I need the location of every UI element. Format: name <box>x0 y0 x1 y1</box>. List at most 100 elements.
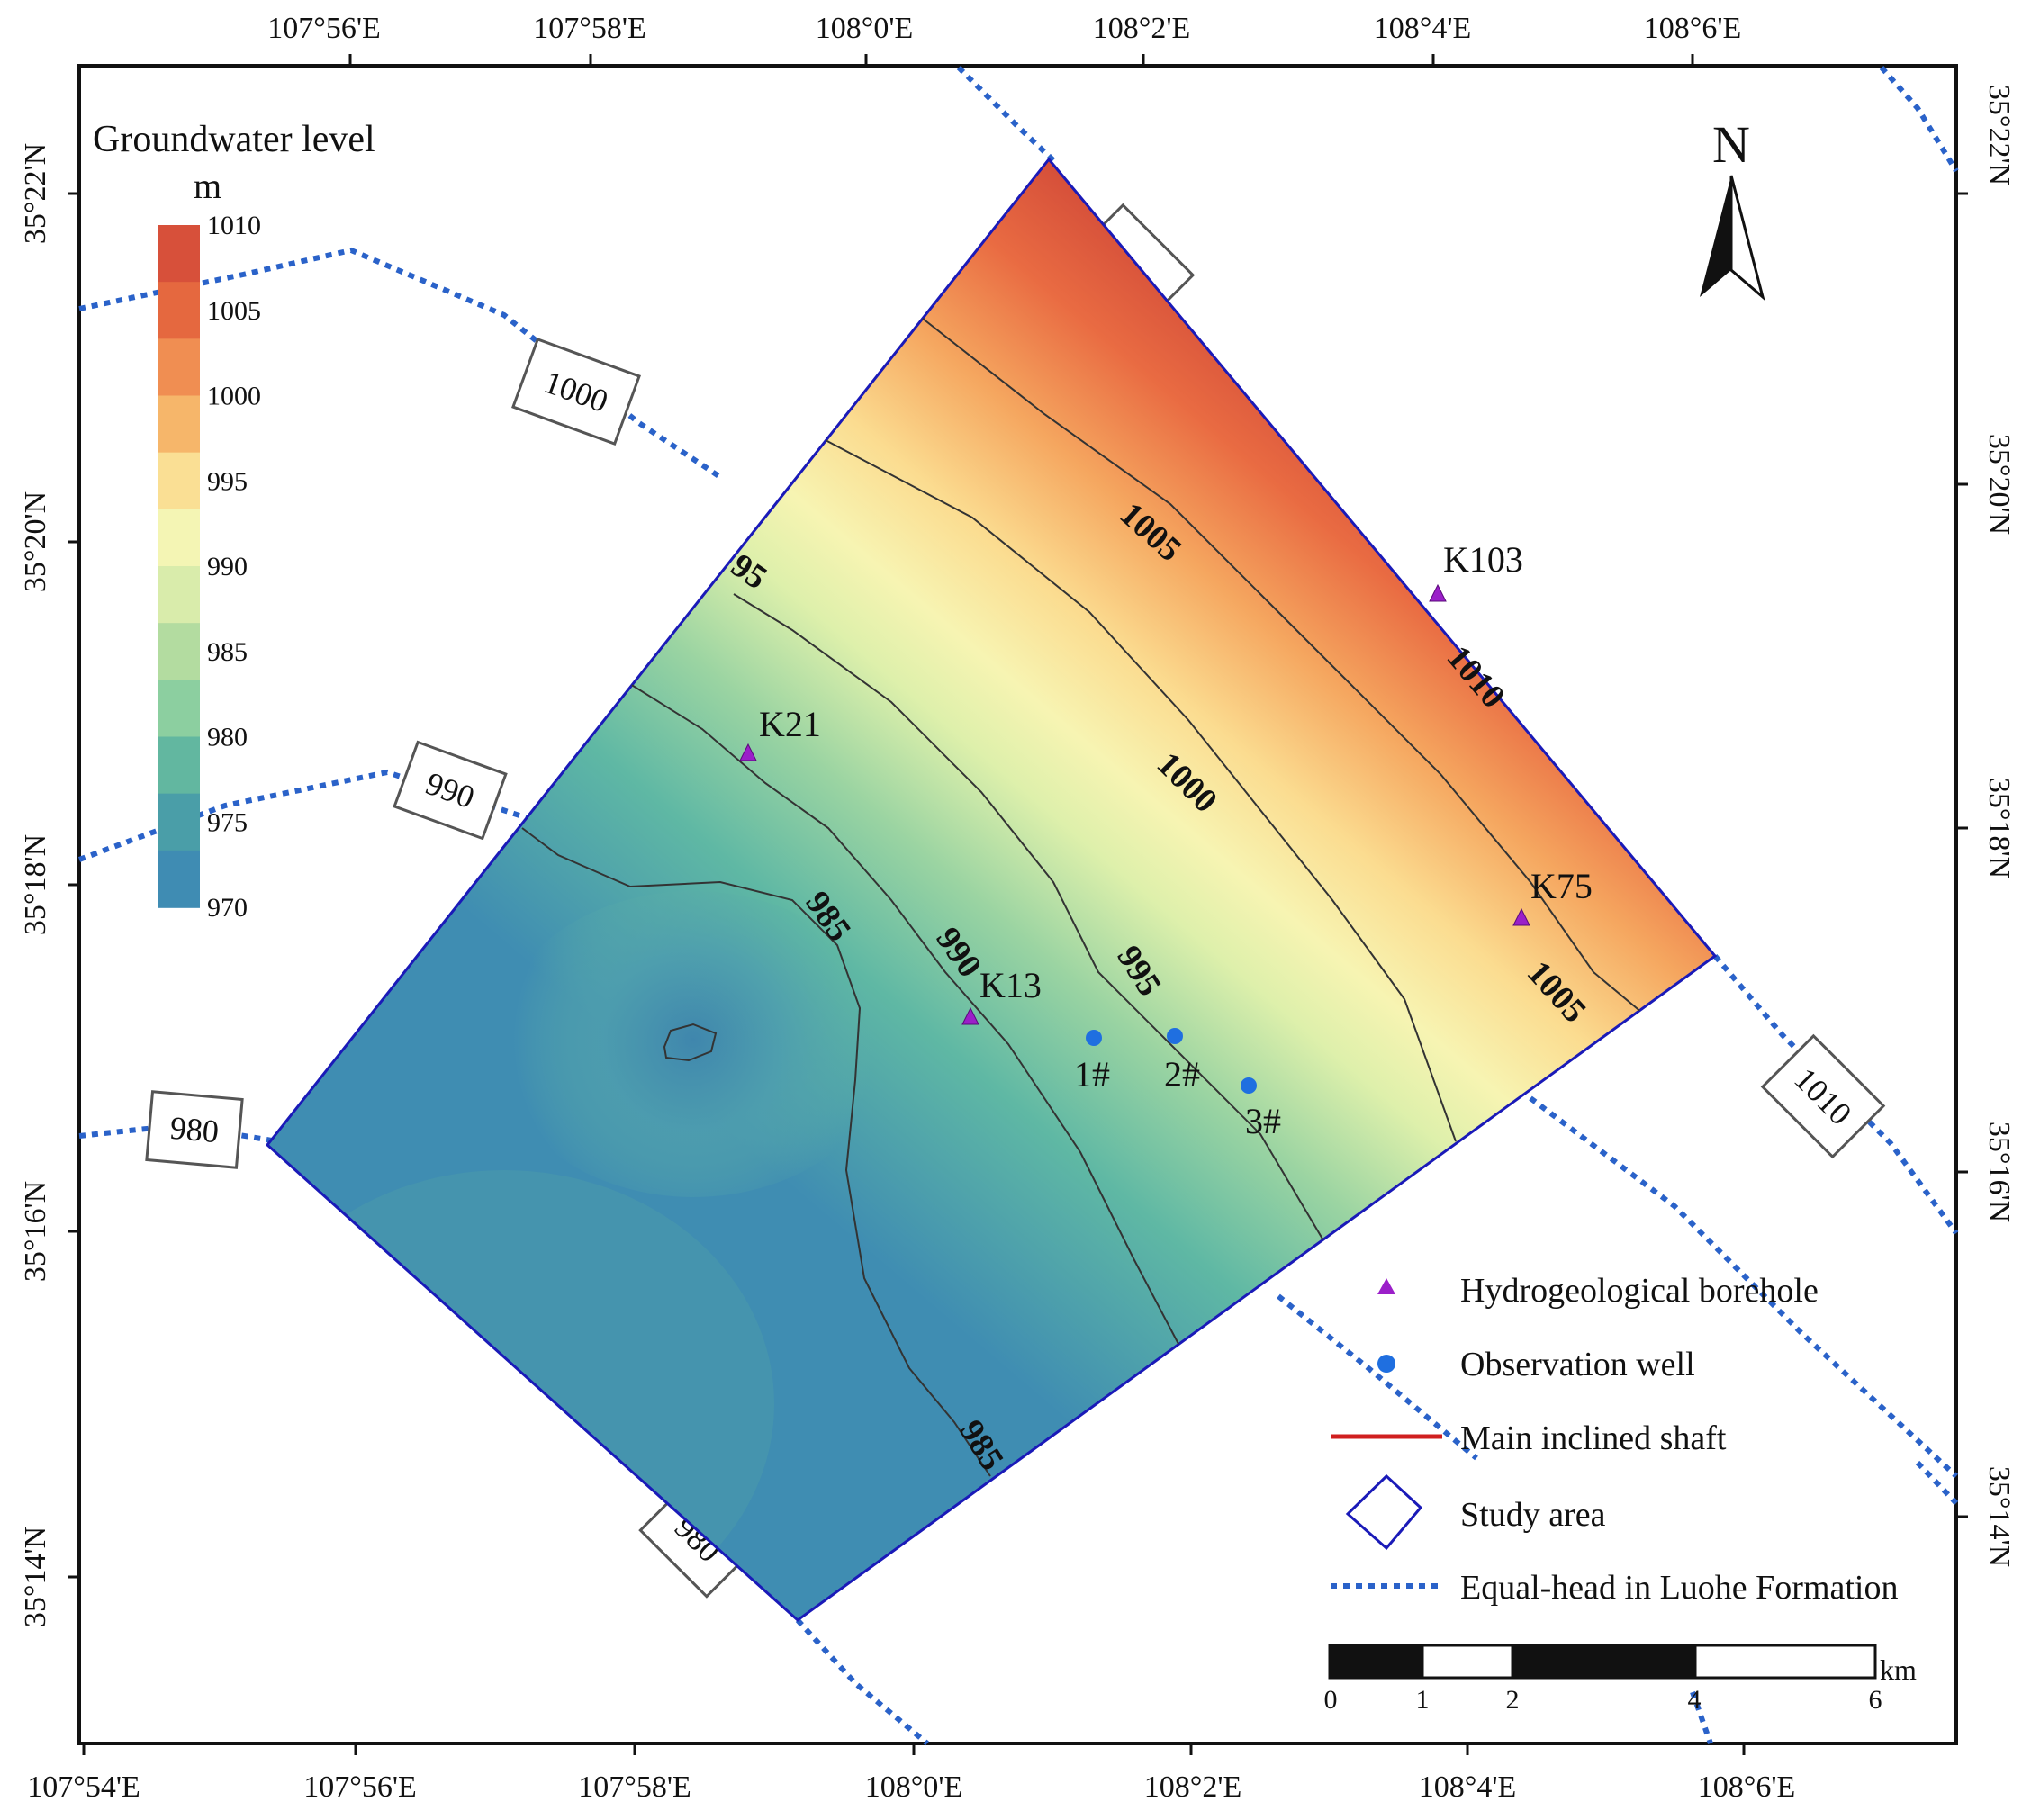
colorbar-swatch <box>158 395 200 454</box>
scale-tick: 0 <box>1324 1685 1338 1715</box>
lat-label: 35°20'N <box>19 491 52 592</box>
lon-label: 108°6'E <box>1698 1770 1796 1804</box>
regional-head-labels: 1000 990 980 980 1010 <box>145 203 1886 1599</box>
observation-well-1: 1# <box>1074 1030 1110 1095</box>
lat-label: 35°14'N <box>19 1527 52 1627</box>
colorbar-swatch <box>158 509 200 567</box>
legend-shaft-label: Main inclined shaft <box>1460 1419 1727 1457</box>
lon-label: 108°6'E <box>1644 12 1742 45</box>
colorbar-legend: Groundwater level m 1010 1005 1000 995 990 98… <box>93 119 375 923</box>
colorbar-tick-label: 980 <box>207 723 248 752</box>
scale-tick: 2 <box>1506 1685 1520 1715</box>
borehole-label: K13 <box>979 965 1042 1005</box>
borehole-label: K103 <box>1443 539 1523 580</box>
observation-well-3: 3# <box>1241 1077 1281 1141</box>
scale-tick: 6 <box>1869 1685 1882 1715</box>
lon-label: 107°56'E <box>267 12 381 45</box>
observation-wells: 1# 2# 3# <box>1074 1028 1281 1141</box>
legend-borehole-label: Hydrogeological borehole <box>1460 1272 1819 1310</box>
axis-tick-marks <box>68 54 1968 1755</box>
scale-bar: km 0 1 2 4 6 <box>1324 1644 1917 1715</box>
lon-label: 107°58'E <box>578 1770 691 1804</box>
legend-item-equal-head: Equal-head in Luohe Formation <box>1331 1569 1899 1607</box>
borehole-k103: K103 <box>1429 539 1523 602</box>
lat-label: 35°22'N <box>19 143 52 244</box>
lon-label: 108°2'E <box>1093 12 1191 45</box>
scale-tick: 4 <box>1688 1685 1702 1715</box>
lat-label: 35°18'N <box>19 834 52 935</box>
scale-unit: km <box>1880 1653 1917 1686</box>
colorbar-tick-label: 1000 <box>207 382 261 411</box>
borehole-k21: K21 <box>739 704 821 761</box>
legend-title: Groundwater level <box>93 119 375 160</box>
map-legend: Hydrogeological borehole Observation wel… <box>1331 1272 1899 1607</box>
colorbar-swatch <box>158 282 200 340</box>
legend-item-shaft: Main inclined shaft <box>1331 1419 1727 1457</box>
lon-label: 108°4'E <box>1419 1770 1517 1804</box>
regional-head-label: 980 <box>145 1090 244 1169</box>
borehole-k75: K75 <box>1512 866 1593 926</box>
lon-label: 108°2'E <box>1144 1770 1242 1804</box>
lon-label: 108°4'E <box>1374 12 1472 45</box>
colorbar-swatch <box>158 623 200 681</box>
lat-label: 35°14'N <box>1982 1466 2016 1567</box>
left-lat-labels: 35°22'N 35°20'N 35°18'N 35°16'N 35°14'N <box>19 143 52 1627</box>
well-label: 2# <box>1164 1054 1200 1095</box>
top-lon-labels: 107°56'E 107°58'E 108°0'E 108°2'E 108°4'… <box>267 12 1741 45</box>
boreholes: K103 K21 K13 K75 <box>739 539 1593 1025</box>
colorbar-swatch <box>158 736 200 795</box>
colorbar-swatch <box>158 850 200 908</box>
colorbar-swatch <box>158 566 200 624</box>
regional-head-label: 1010 <box>1760 1033 1886 1159</box>
lat-label: 35°18'N <box>1982 778 2016 878</box>
colorbar <box>158 225 200 908</box>
lon-label: 108°0'E <box>865 1770 963 1804</box>
map-frame <box>77 64 1958 1745</box>
well-label: 1# <box>1074 1054 1110 1095</box>
borehole-k13: K13 <box>961 965 1042 1025</box>
colorbar-swatch <box>158 680 200 738</box>
colorbar-swatch <box>158 452 200 510</box>
legend-item-borehole: Hydrogeological borehole <box>1377 1272 1819 1310</box>
colorbar-tick-label: 1005 <box>207 296 261 326</box>
colorbar-tick-label: 975 <box>207 807 248 837</box>
colorbar-tick-label: 995 <box>207 466 248 496</box>
lat-label: 35°16'N <box>1982 1122 2016 1222</box>
regional-head-label: 990 <box>393 740 508 841</box>
groundwater-level-surface <box>265 157 1718 1622</box>
scale-tick: 1 <box>1416 1685 1430 1715</box>
right-lat-labels: 35°22'N 35°20'N 35°18'N 35°16'N 35°14'N <box>1982 85 2016 1567</box>
lon-label: 107°56'E <box>303 1770 417 1804</box>
colorbar-swatch <box>158 225 200 283</box>
colorbar-tick-label: 1010 <box>207 211 261 240</box>
legend-unit: m <box>194 166 221 206</box>
well-label: 3# <box>1245 1101 1281 1141</box>
north-arrow: N <box>1700 115 1765 302</box>
colorbar-ticks: 1010 1005 1000 995 990 985 980 975 970 <box>207 211 261 923</box>
legend-study-area-label: Study area <box>1460 1496 1606 1534</box>
bottom-lon-labels: 107°54'E 107°56'E 107°58'E 108°0'E 108°2… <box>27 1770 1795 1804</box>
lon-label: 108°0'E <box>816 12 914 45</box>
colorbar-tick-label: 985 <box>207 637 248 667</box>
regional-head-label: 1000 <box>511 337 641 446</box>
lat-label: 35°22'N <box>1982 85 2016 185</box>
borehole-label: K75 <box>1530 866 1593 906</box>
legend-item-study-area: Study area <box>1345 1473 1606 1551</box>
legend-equal-head-label: Equal-head in Luohe Formation <box>1460 1569 1899 1607</box>
regional-head-text: 980 <box>168 1110 220 1150</box>
legend-item-well: Observation well <box>1377 1346 1695 1383</box>
axis-labels: 107°56'E 107°58'E 108°0'E 108°2'E 108°4'… <box>19 12 2016 1804</box>
observation-well-2: 2# <box>1164 1028 1200 1095</box>
lon-label: 107°58'E <box>533 12 646 45</box>
lat-label: 35°16'N <box>19 1181 52 1282</box>
colorbar-tick-label: 990 <box>207 552 248 581</box>
colorbar-tick-label: 970 <box>207 893 248 923</box>
north-label: N <box>1712 115 1750 174</box>
colorbar-swatch <box>158 793 200 851</box>
colorbar-swatch <box>158 338 200 397</box>
lat-label: 35°20'N <box>1982 434 2016 535</box>
legend-well-label: Observation well <box>1460 1346 1695 1383</box>
lon-label: 107°54'E <box>27 1770 140 1804</box>
contour-lines <box>521 314 1648 1477</box>
